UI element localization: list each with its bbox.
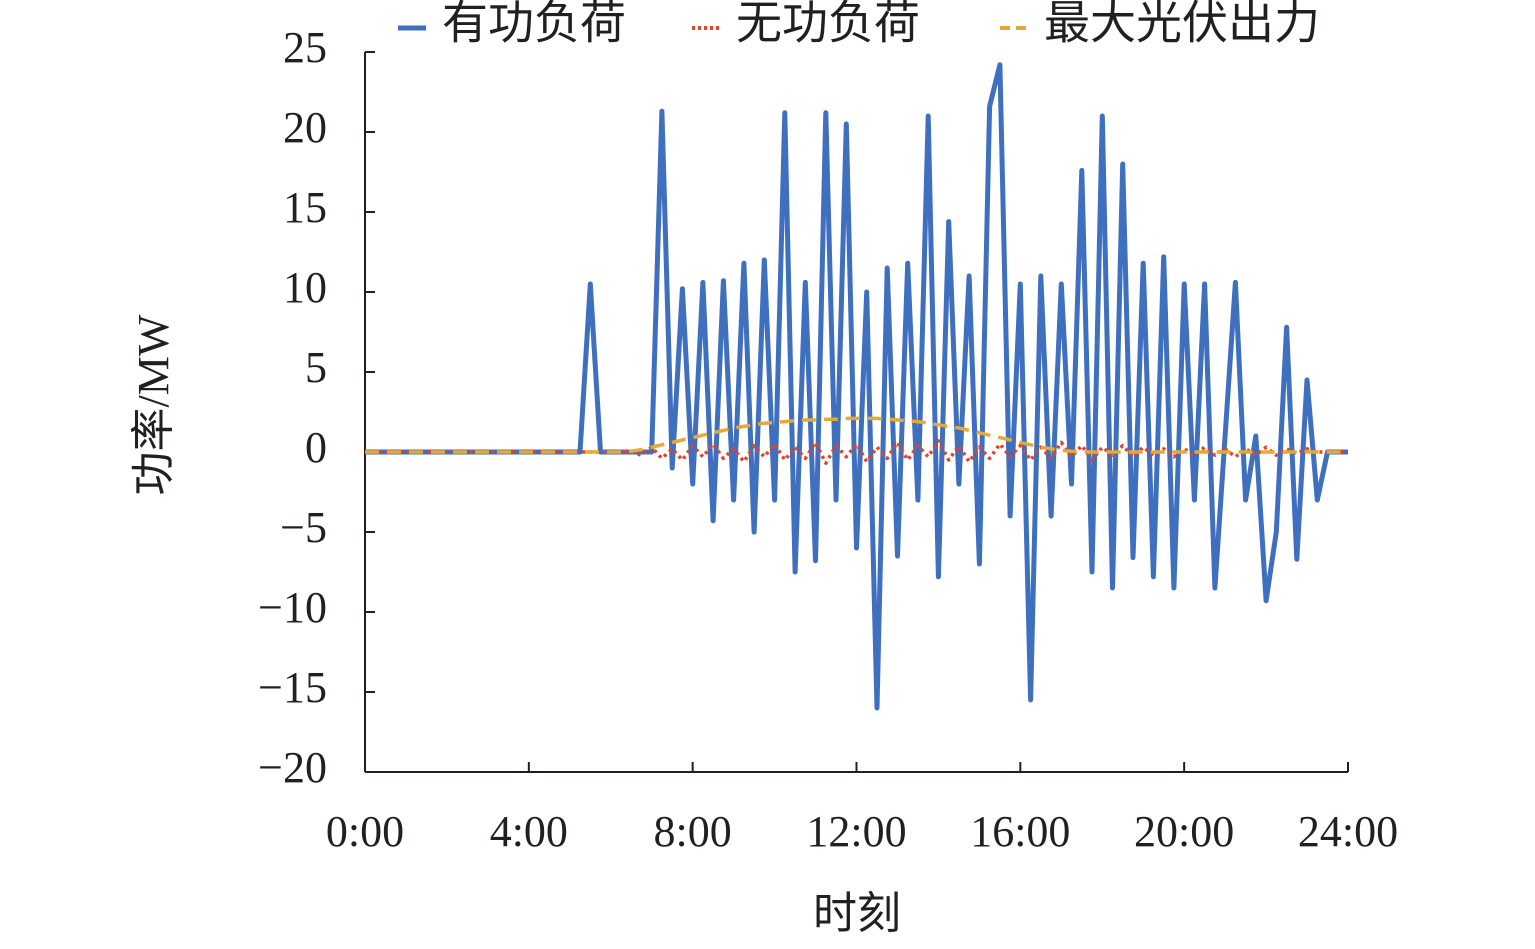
x-tick-label: 20:00 [1134,807,1234,856]
y-tick-label: −20 [258,743,327,792]
x-tick-label: 8:00 [654,807,732,856]
x-tick-label: 12:00 [806,807,906,856]
x-tick-label: 4:00 [490,807,568,856]
y-tick-label: 20 [283,103,327,152]
y-tick-label: 25 [283,23,327,72]
legend-label: 最大光伏出力 [1044,0,1320,49]
y-tick-label: 0 [305,423,327,472]
x-tick-label: 24:00 [1298,807,1398,856]
y-tick-label: −10 [258,583,327,632]
x-tick-label: 16:00 [970,807,1070,856]
series-line [365,62,1348,711]
x-tick-label: 0:00 [326,807,404,856]
series-line [365,416,1348,454]
y-tick-label: −5 [280,503,327,552]
y-tick-label: 15 [283,183,327,232]
y-tick-label: −15 [258,663,327,712]
legend-label: 无功负荷 [736,0,920,49]
y-tick-label: 5 [305,343,327,392]
y-tick-label: 10 [283,263,327,312]
x-axis-label: 时刻 [813,889,901,938]
y-axis-label: 功率/MW [129,314,178,495]
legend-label: 有功负荷 [442,0,626,49]
